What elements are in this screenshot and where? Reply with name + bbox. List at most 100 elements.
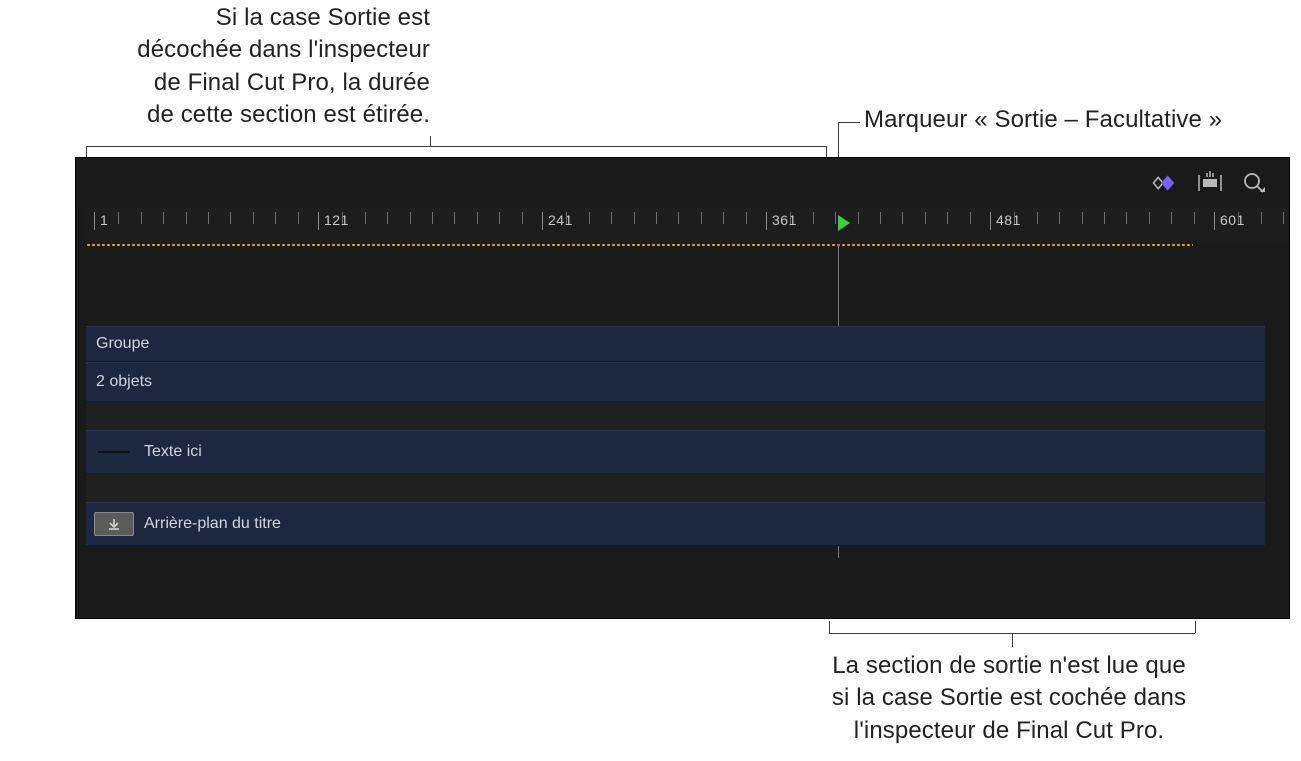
ruler-tick-minor (589, 212, 590, 224)
ruler-tick-minor (410, 212, 411, 224)
ruler-tick-minor (163, 212, 164, 224)
ruler-tick-minor (566, 212, 567, 224)
ruler-tick-minor (186, 212, 187, 224)
bracket-bottom-riser (1012, 633, 1013, 647)
ruler-tick-minor (1261, 212, 1262, 224)
ruler-tick-minor (701, 212, 702, 224)
ruler-tick-minor (387, 212, 388, 224)
ruler-tick-minor (499, 212, 500, 224)
track-bar (86, 362, 1265, 402)
bracket-top-left-riser (430, 136, 431, 146)
ruler-tick-minor (342, 212, 343, 224)
track-label: Texte ici (144, 443, 202, 461)
ruler-tick-minor (1149, 212, 1150, 224)
ruler-label: 1 (100, 212, 108, 228)
track-bar (86, 326, 1265, 362)
track-group-objects[interactable]: 2 objets (86, 362, 1265, 402)
track-group-header[interactable]: Groupe (86, 326, 1265, 362)
clip-trim-icon[interactable] (1193, 170, 1227, 196)
ruler-tick-minor (298, 212, 299, 224)
bracket-top-left-leg-r (826, 146, 827, 157)
ruler-label: 361 (772, 212, 797, 228)
ruler-tick-major (1214, 212, 1215, 230)
ruler-tick-minor (1082, 212, 1083, 224)
ruler-label: 121 (324, 212, 349, 228)
callout-top-right: Marqueur « Sortie – Facultative » (864, 104, 1294, 136)
track-label: 2 objets (86, 373, 152, 391)
ruler-tick-minor (1194, 212, 1195, 224)
ruler-tick-minor (454, 212, 455, 224)
ruler-tick-minor (365, 212, 366, 224)
track-bar (86, 430, 1265, 474)
ruler-tick-minor (253, 212, 254, 224)
track-label: Groupe (86, 335, 149, 353)
track-label: Arrière-plan du titre (144, 515, 281, 533)
ruler-tick-minor (746, 212, 747, 224)
ruler-tick-minor (477, 212, 478, 224)
keyframe-icon[interactable] (1145, 170, 1179, 196)
callout-line: de Final Cut Pro, la durée (154, 69, 430, 96)
ruler-tick-minor (723, 212, 724, 224)
timeline-panel: 1 121 241 361 481 601 Groupe 2 objets Texte i… (75, 157, 1290, 619)
ruler-tick-major (990, 212, 991, 230)
callout-line: décochée dans l'inspecteur (137, 36, 430, 63)
ruler-tick-minor (141, 212, 142, 224)
ruler-tick-minor (1126, 212, 1127, 224)
ruler-tick-minor (230, 212, 231, 224)
ruler-tick-minor (1238, 212, 1239, 224)
ruler-tick-minor (1171, 212, 1172, 224)
callout-text: Marqueur « Sortie – Facultative » (864, 106, 1222, 133)
bracket-top-left (86, 146, 826, 147)
play-range-indicator (86, 244, 1193, 246)
text-clip-thumb (98, 451, 130, 453)
ruler-tick-minor (208, 212, 209, 224)
ruler-tick-minor (880, 212, 881, 224)
ruler-tick-minor (790, 212, 791, 224)
callout-line: Si la case Sortie est (216, 4, 430, 31)
ruler-tick-major (542, 212, 543, 230)
ruler-tick-minor (970, 212, 971, 224)
ruler-label: 481 (996, 212, 1021, 228)
ruler-tick-minor (118, 212, 119, 224)
marker-out-optional[interactable] (838, 215, 850, 231)
callout-line: La section de sortie n'est lue que (832, 652, 1186, 679)
callout-line: si la case Sortie est cochée dans (832, 684, 1186, 711)
video-clip-thumb (94, 512, 134, 536)
ruler-tick-major (94, 212, 95, 230)
track-gap (86, 402, 1265, 430)
track-text[interactable]: Texte ici (86, 430, 1265, 474)
leader-marker-h (838, 122, 860, 123)
bracket-bottom-leg-r (1195, 621, 1196, 633)
ruler-tick-minor (858, 212, 859, 224)
ruler-tick-minor (656, 212, 657, 224)
ruler-tick-minor (275, 212, 276, 224)
ruler-tick-minor (1059, 212, 1060, 224)
zoom-icon[interactable] (1237, 170, 1271, 196)
tracks-area: Groupe 2 objets Texte ici Arrière-plan d… (86, 326, 1265, 546)
ruler-tick-minor (611, 212, 612, 224)
timeline-toolbar (76, 158, 1289, 208)
ruler-tick-minor (1104, 212, 1105, 224)
ruler-tick-major (318, 212, 319, 230)
ruler-tick-minor (1037, 212, 1038, 224)
ruler-tick-minor (1014, 212, 1015, 224)
callout-line: l'inspecteur de Final Cut Pro. (854, 717, 1164, 744)
ruler-tick-minor (678, 212, 679, 224)
ruler-tick-major (766, 212, 767, 230)
ruler-tick-minor (1283, 212, 1284, 224)
bracket-bottom-leg-l (829, 621, 830, 633)
ruler-tick-minor (813, 212, 814, 224)
ruler-tick-minor (432, 212, 433, 224)
bracket-top-left-leg-l (86, 146, 87, 157)
ruler-tick-minor (902, 212, 903, 224)
track-background[interactable]: Arrière-plan du titre (86, 502, 1265, 546)
callout-bottom: La section de sortie n'est lue que si la… (724, 650, 1294, 747)
track-gap (86, 474, 1265, 502)
ruler-label: 601 (1220, 212, 1245, 228)
ruler-tick-minor (522, 212, 523, 224)
ruler-tick-minor (835, 212, 836, 224)
ruler-label: 241 (548, 212, 573, 228)
timeline-ruler[interactable]: 1 121 241 361 481 601 (86, 208, 1289, 244)
callout-top-left: Si la case Sortie est décochée dans l'in… (40, 2, 430, 132)
ruler-tick-minor (947, 212, 948, 224)
